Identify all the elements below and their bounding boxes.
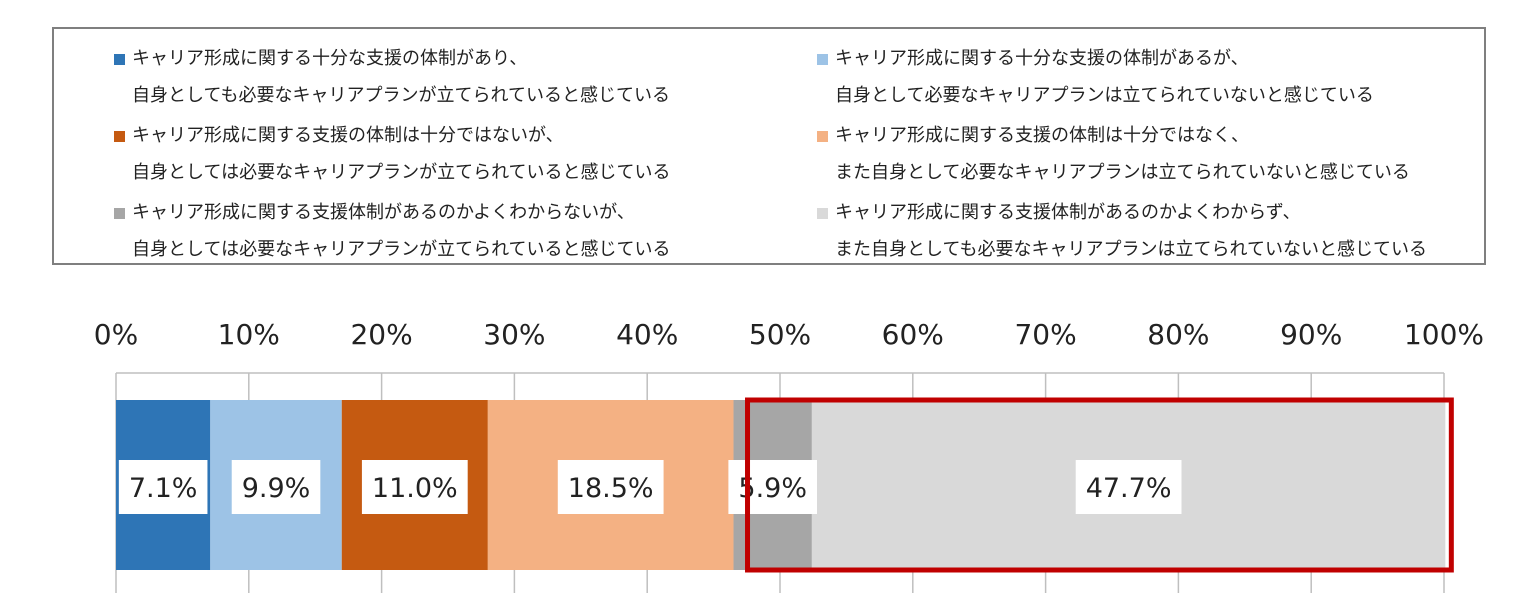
legend-swatch-5 bbox=[817, 208, 828, 219]
data-label-1: 9.9% bbox=[231, 460, 321, 514]
tick-label-4: 40% bbox=[616, 318, 678, 351]
data-label-2: 11.0% bbox=[361, 460, 468, 514]
legend-swatch-0 bbox=[114, 54, 125, 65]
legend: キャリア形成に関する十分な支援の体制があり、 自身としても必要なキャリアプランが… bbox=[52, 27, 1486, 265]
legend-label-3-line1: キャリア形成に関する支援の体制は十分ではなく、 bbox=[835, 125, 1249, 146]
legend-label-0-line2: 自身としても必要なキャリアプランが立てられていると感じている bbox=[132, 85, 671, 106]
tick-label-1: 10% bbox=[218, 318, 280, 351]
legend-label-1-line2: 自身として必要なキャリアプランは立てられていないと感じている bbox=[835, 85, 1374, 106]
data-label-text-3: 18.5% bbox=[568, 473, 654, 504]
legend-label-0-line1: キャリア形成に関する十分な支援の体制があり、 bbox=[132, 48, 528, 69]
legend-label-4-line1: キャリア形成に関する支援体制があるのかよくわからないが、 bbox=[132, 202, 635, 223]
data-label-text-2: 11.0% bbox=[372, 473, 458, 504]
legend-label-4-line2: 自身としては必要なキャリアプランが立てられていると感じている bbox=[132, 239, 671, 260]
data-label-bg-0 bbox=[118, 460, 208, 514]
tick-label-2: 20% bbox=[350, 318, 412, 351]
data-label-bg-4 bbox=[728, 460, 818, 514]
legend-label-5-line2: また自身としても必要なキャリアプランは立てられていないと感じている bbox=[835, 239, 1428, 260]
data-label-0: 7.1% bbox=[118, 460, 208, 514]
data-label-bg-5 bbox=[1075, 460, 1182, 514]
highlight-frame bbox=[745, 397, 1454, 573]
tick-label-8: 80% bbox=[1147, 318, 1209, 351]
data-label-text-5: 47.7% bbox=[1086, 473, 1172, 504]
tick-label-6: 60% bbox=[882, 318, 944, 351]
tick-label-3: 30% bbox=[483, 318, 545, 351]
data-labels: 7.1% 9.9% 11.0% 18.5% 5.9% 47.7% bbox=[118, 460, 1182, 514]
legend-label-1-line1: キャリア形成に関する十分な支援の体制があるが、 bbox=[835, 48, 1249, 69]
legend-label-2-line2: 自身としては必要なキャリアプランが立てられていると感じている bbox=[132, 162, 671, 183]
legend-swatch-4 bbox=[114, 208, 125, 219]
highlight-layer bbox=[745, 397, 1454, 573]
legend-label-3-line2: また自身として必要なキャリアプランは立てられていないと感じている bbox=[835, 162, 1410, 183]
tick-label-7: 70% bbox=[1014, 318, 1076, 351]
tick-label-9: 90% bbox=[1280, 318, 1342, 351]
data-label-5: 47.7% bbox=[1075, 460, 1182, 514]
data-label-bg-1 bbox=[231, 460, 321, 514]
legend-label-2-line1: キャリア形成に関する支援の体制は十分ではないが、 bbox=[132, 125, 564, 146]
data-label-text-1: 9.9% bbox=[242, 473, 311, 504]
legend-swatch-1 bbox=[817, 54, 828, 65]
data-label-bg-2 bbox=[361, 460, 468, 514]
data-label-text-0: 7.1% bbox=[129, 473, 198, 504]
tick-label-0: 0% bbox=[94, 318, 138, 351]
data-label-bg-3 bbox=[557, 460, 664, 514]
data-label-3: 18.5% bbox=[557, 460, 664, 514]
tick-label-5: 50% bbox=[749, 318, 811, 351]
legend-label-5-line1: キャリア形成に関する支援体制があるのかよくわからず、 bbox=[835, 202, 1301, 223]
data-label-4: 5.9% bbox=[728, 460, 818, 514]
tick-label-10: 100% bbox=[1404, 318, 1484, 351]
legend-swatch-2 bbox=[114, 131, 125, 142]
legend-swatch-3 bbox=[817, 131, 828, 142]
